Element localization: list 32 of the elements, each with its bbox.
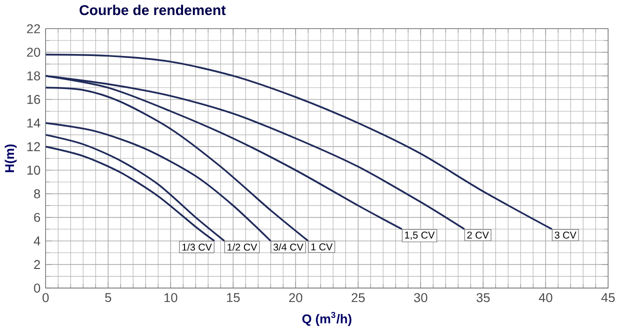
- y-tick-label: 14: [27, 118, 40, 128]
- chart-title: Courbe de rendement: [80, 4, 226, 16]
- y-tick-label: 6: [34, 212, 40, 222]
- y-tick-label: 22: [27, 24, 40, 34]
- x-tick-label: 20: [289, 293, 302, 302]
- y-tick-label: 16: [27, 95, 40, 104]
- x-axis-title: Q (m$^{3}$/h): [302, 312, 352, 326]
- y-tick-label: 0: [34, 284, 40, 293]
- y-tick-label: 20: [27, 48, 40, 57]
- x-tick-label: 0: [42, 293, 49, 302]
- series-label: 1,5 CV: [405, 232, 435, 240]
- y-tick-label: 4: [34, 236, 40, 246]
- x-tick-label: 15: [227, 293, 240, 302]
- series-label: 1/2 CV: [228, 244, 258, 251]
- series-label: 1/3 CV: [182, 244, 212, 251]
- series-label: 3 CV: [554, 232, 576, 239]
- y-axis-title: H(m): [4, 144, 17, 172]
- y-tick-label: 18: [27, 71, 40, 81]
- x-tick-label: 25: [352, 293, 365, 302]
- series-label: 2 CV: [467, 232, 489, 239]
- x-tick-label: 5: [105, 293, 112, 302]
- y-tick-label: 12: [27, 142, 40, 152]
- series-label: 3/4 CV: [273, 244, 304, 251]
- y-tick-label: 8: [34, 189, 40, 198]
- y-tick-label: 2: [34, 260, 40, 270]
- x-tick-label: 45: [601, 293, 615, 302]
- series-label: 1 CV: [311, 244, 333, 251]
- x-tick-label: 30: [414, 293, 428, 302]
- y-tick-label: 10: [27, 166, 40, 175]
- x-tick-label: 40: [538, 293, 552, 302]
- x-tick-label: 35: [476, 293, 490, 302]
- x-tick-label: 10: [164, 293, 178, 302]
